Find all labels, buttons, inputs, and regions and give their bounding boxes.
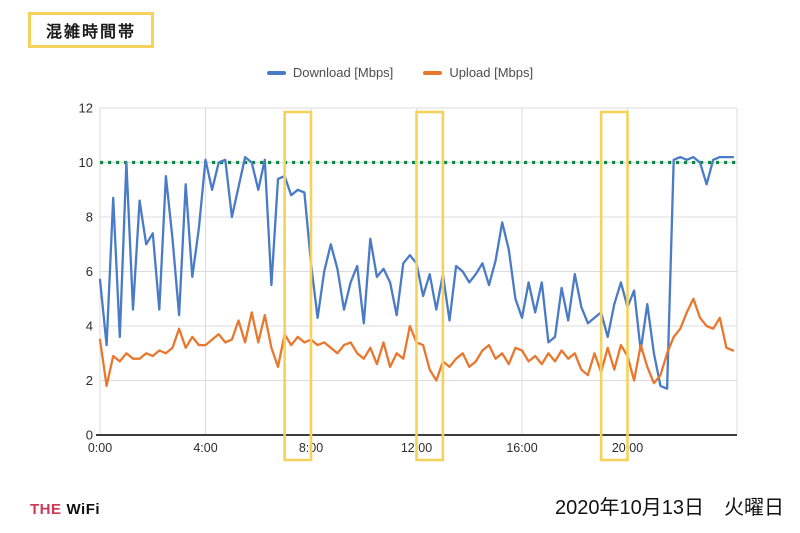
date-label: 2020年10月13日 火曜日 [555, 497, 784, 519]
legend-label-download: Download [Mbps] [292, 65, 394, 80]
upload-swatch-icon [423, 70, 443, 75]
legend-item-upload: Upload [Mbps] [423, 65, 533, 80]
congestion-band-badge: 混雑時間帯 [28, 12, 155, 48]
legend-item-download: Download [Mbps] [266, 65, 394, 80]
y-tick-label: 2 [86, 373, 93, 388]
x-tick-label: 0:00 [88, 441, 112, 455]
y-tick-label: 4 [86, 319, 93, 334]
logo-the: THE [30, 501, 62, 518]
badge-label: 混雑時間帯 [46, 24, 137, 41]
congestion-highlight-box [415, 110, 445, 462]
y-tick-label: 12 [79, 101, 93, 116]
y-tick-label: 0 [86, 428, 93, 443]
x-tick-label: 16:00 [506, 441, 537, 455]
y-tick-label: 8 [86, 210, 93, 225]
logo-wifi: WiFi [66, 501, 101, 518]
chart-legend: Download [Mbps] Upload [Mbps] [0, 65, 800, 80]
legend-label-upload: Upload [Mbps] [449, 65, 534, 80]
the-wifi-logo: THE WiFi [30, 501, 100, 518]
y-tick-label: 6 [86, 264, 93, 279]
congestion-highlight-box [599, 110, 629, 462]
y-tick-label: 10 [79, 155, 93, 170]
congestion-highlight-box [283, 110, 313, 462]
x-tick-label: 4:00 [193, 441, 217, 455]
download-swatch-icon [266, 70, 286, 75]
